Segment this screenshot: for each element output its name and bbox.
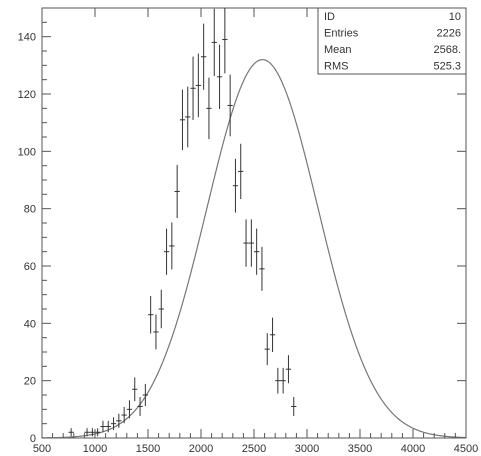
y-tick-label: 140 <box>18 32 36 44</box>
data-point <box>121 406 127 424</box>
data-point <box>195 53 201 118</box>
data-point <box>68 428 74 437</box>
data-points-layer <box>68 8 297 437</box>
data-point <box>89 428 95 437</box>
data-point <box>285 355 292 384</box>
stats-label: Entries <box>324 28 359 40</box>
data-point <box>116 413 122 428</box>
stats-box-border <box>317 7 467 75</box>
stats-value: 525.3 <box>433 61 461 73</box>
y-tick-label: 120 <box>18 89 36 101</box>
x-tick-label: 2500 <box>242 443 266 455</box>
data-point <box>142 383 148 407</box>
data-point <box>238 143 244 200</box>
y-tick-label: 80 <box>24 204 36 216</box>
x-tick-label: 4000 <box>401 443 425 455</box>
data-point <box>291 396 297 416</box>
stats-value: 10 <box>449 11 461 23</box>
data-point <box>222 8 228 74</box>
data-point <box>95 428 101 437</box>
x-tick-label: 3000 <box>295 443 319 455</box>
data-point <box>158 289 164 329</box>
x-tick-label: 4500 <box>454 443 478 455</box>
data-point <box>163 228 170 275</box>
x-tick-label: 500 <box>33 443 51 455</box>
data-point <box>216 44 223 109</box>
y-tick-label: 40 <box>24 318 36 330</box>
data-point <box>185 86 191 148</box>
data-point <box>264 333 270 366</box>
stats-label: RMS <box>324 61 348 73</box>
data-point <box>126 400 133 419</box>
y-tick-label: 20 <box>24 376 36 388</box>
data-point <box>132 377 138 402</box>
data-point <box>179 89 186 151</box>
data-point <box>148 295 154 334</box>
data-point <box>227 74 233 137</box>
data-point <box>153 314 159 350</box>
data-point <box>174 164 180 219</box>
data-point <box>232 158 239 213</box>
stats-value: 2226 <box>437 28 461 40</box>
data-point <box>137 396 143 416</box>
x-tick-label: 2000 <box>189 443 213 455</box>
x-tick-label: 1000 <box>83 443 107 455</box>
x-tick-label: 1500 <box>136 443 160 455</box>
y-tick-label: 60 <box>24 261 36 273</box>
data-point <box>254 228 260 275</box>
data-point <box>201 23 207 90</box>
data-point <box>84 428 90 437</box>
data-point <box>190 56 196 120</box>
fit-curve-layer <box>41 58 467 439</box>
stats-label: ID <box>324 11 335 23</box>
data-point <box>169 222 175 270</box>
data-point <box>110 417 117 431</box>
y-tick-label: 0 <box>30 433 36 445</box>
gaussian-fit-curve <box>41 58 467 439</box>
stats-box: ID 10 Entries 2226 Mean 2568. RMS 525.3 <box>317 7 467 75</box>
y-tick-label: 100 <box>18 146 36 158</box>
data-point <box>100 420 106 433</box>
tick-layer: 500 1000 1500 2000 2500 3000 3500 4000 4500 0 20 40… <box>18 7 478 455</box>
data-point <box>105 420 111 433</box>
x-tick-label: 3500 <box>348 443 372 455</box>
data-point <box>211 8 217 77</box>
data-point <box>248 219 254 267</box>
data-point <box>259 246 265 291</box>
data-point <box>269 317 276 352</box>
stats-value: 2568. <box>433 44 461 56</box>
data-point <box>275 367 281 394</box>
data-point <box>206 77 212 140</box>
data-point <box>243 219 249 267</box>
stats-label: Mean <box>324 44 352 56</box>
data-point <box>280 367 286 394</box>
